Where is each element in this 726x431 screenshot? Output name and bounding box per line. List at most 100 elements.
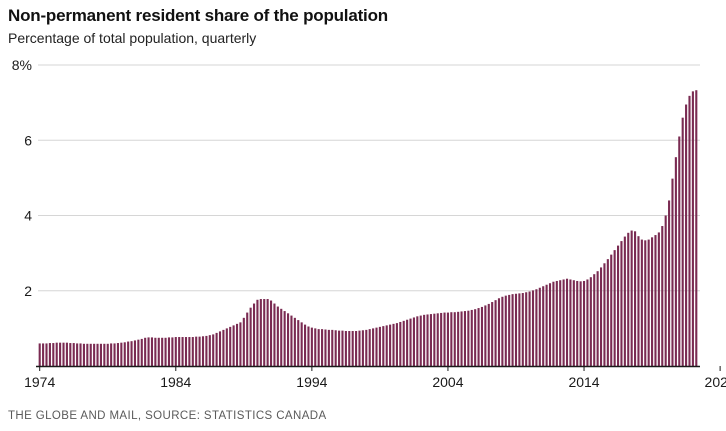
bar <box>514 293 518 366</box>
bar <box>120 342 123 366</box>
bar <box>174 337 177 366</box>
bar <box>324 329 327 366</box>
bar <box>375 327 378 366</box>
bar <box>218 331 222 366</box>
bar <box>589 277 592 366</box>
bar <box>310 327 313 366</box>
bar <box>426 314 429 366</box>
bar <box>205 335 208 366</box>
bar <box>106 343 109 366</box>
bar <box>42 343 45 366</box>
bar <box>654 235 657 366</box>
bar <box>463 311 467 366</box>
bar <box>161 337 164 366</box>
bar <box>487 303 490 366</box>
bar <box>157 337 160 366</box>
bar <box>535 289 538 366</box>
bar <box>382 326 385 366</box>
bar <box>314 328 317 367</box>
x-tick-label-1994: 1994 <box>296 374 327 390</box>
bar <box>300 322 303 366</box>
bar <box>392 323 395 366</box>
bar <box>385 325 388 366</box>
bar <box>552 281 555 366</box>
bar <box>287 313 290 366</box>
x-tick-label-2014: 2014 <box>568 374 599 390</box>
bar <box>668 200 671 366</box>
bar <box>215 332 218 366</box>
bar <box>358 330 361 366</box>
bar <box>65 342 68 366</box>
bar <box>378 326 381 366</box>
bar <box>538 287 541 366</box>
bar <box>399 321 402 366</box>
bar <box>133 340 137 366</box>
bar <box>467 310 470 366</box>
bar <box>651 237 654 366</box>
bar <box>321 329 324 366</box>
y-tick-label-8: 8% <box>12 57 32 73</box>
bar <box>518 293 521 366</box>
bar <box>331 329 334 366</box>
bar <box>293 317 296 366</box>
bar <box>201 336 205 366</box>
bar <box>419 315 422 366</box>
bar <box>283 311 286 366</box>
bar <box>685 104 688 366</box>
bar <box>341 330 344 366</box>
bar <box>191 337 194 366</box>
bar <box>548 283 552 366</box>
bar <box>525 292 528 366</box>
bar <box>144 337 147 366</box>
bar <box>171 337 174 366</box>
bar <box>664 215 667 366</box>
bar <box>576 280 579 366</box>
bar <box>603 263 606 366</box>
bar <box>569 279 572 366</box>
bar <box>450 312 453 366</box>
bar <box>406 319 409 366</box>
bar <box>184 337 188 366</box>
bar <box>531 290 535 366</box>
bar <box>389 324 392 366</box>
x-tick-label-1984: 1984 <box>160 374 191 390</box>
bar <box>45 343 48 366</box>
bar <box>297 320 300 366</box>
bar <box>457 311 460 366</box>
bar <box>123 342 126 366</box>
bar <box>79 343 82 366</box>
bar <box>657 232 660 366</box>
bar <box>96 343 99 366</box>
bar <box>137 339 140 366</box>
bar <box>423 314 426 366</box>
bar <box>140 338 143 366</box>
bar <box>416 316 419 366</box>
bar <box>276 306 279 366</box>
bar <box>280 308 283 366</box>
bar <box>38 343 41 366</box>
data-bars <box>38 90 698 367</box>
bar <box>606 259 609 366</box>
bar <box>181 337 184 366</box>
bar <box>113 343 116 366</box>
bar <box>409 318 412 366</box>
bar <box>266 299 269 366</box>
bar <box>246 312 249 366</box>
bar <box>222 329 225 366</box>
bar <box>93 343 96 366</box>
bar <box>235 323 239 366</box>
x-tick-label-2004: 2004 <box>432 374 463 390</box>
y-tick-label-4: 4 <box>24 208 32 224</box>
bar <box>242 317 245 366</box>
bar <box>154 337 157 366</box>
bar <box>212 334 215 366</box>
gridlines <box>38 64 700 292</box>
bar <box>596 271 599 366</box>
bar <box>630 230 633 366</box>
bar <box>440 312 443 366</box>
bar <box>252 303 256 366</box>
bar <box>559 280 562 366</box>
bar <box>582 280 586 366</box>
bar <box>351 331 354 366</box>
bar <box>368 329 371 366</box>
